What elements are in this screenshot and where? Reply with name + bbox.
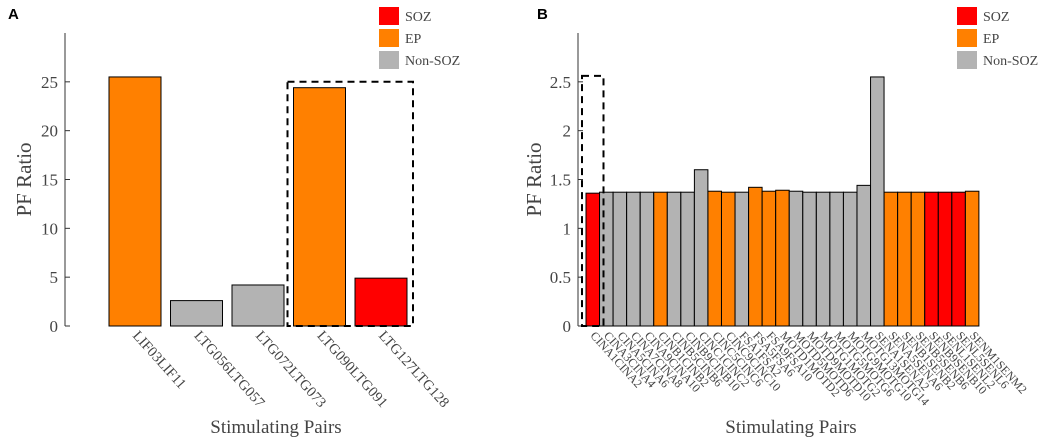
y-tick-label: 1 bbox=[563, 219, 572, 238]
bar-ep bbox=[108, 76, 162, 327]
y-tick-label: 0.5 bbox=[550, 268, 571, 287]
legend-swatch bbox=[379, 7, 399, 25]
bar-non-soz bbox=[680, 191, 695, 327]
y-tick-label: 0 bbox=[50, 317, 59, 336]
bar-ep bbox=[707, 190, 722, 327]
highlight-box bbox=[581, 74, 605, 328]
bar-non-soz bbox=[734, 191, 750, 327]
bar-non-soz bbox=[693, 169, 709, 327]
bar-ep bbox=[293, 87, 346, 327]
y-tick-label: 0 bbox=[563, 317, 572, 336]
bar-non-soz bbox=[856, 184, 871, 327]
y-tick-label: 1.5 bbox=[550, 171, 571, 190]
bar-ep bbox=[910, 191, 926, 327]
bar-soz bbox=[937, 191, 953, 327]
bar-non-soz bbox=[788, 190, 804, 327]
y-tick-label: 2.5 bbox=[550, 73, 571, 92]
bar-non-soz bbox=[870, 76, 885, 327]
bar-non-soz bbox=[815, 191, 831, 327]
y-axis-title: PF Ratio bbox=[522, 142, 546, 216]
x-axis-title: Stimulating Pairs bbox=[725, 417, 856, 438]
legend-label: EP bbox=[983, 32, 1000, 47]
bar-ep bbox=[653, 191, 668, 327]
legend-label: Non-SOZ bbox=[405, 54, 460, 69]
legend-swatch bbox=[379, 51, 399, 69]
legend-label: EP bbox=[405, 32, 422, 47]
y-tick-label: 20 bbox=[41, 122, 58, 141]
bar-ep bbox=[748, 186, 763, 327]
panel-b: 00.511.522.5CINA1CINA2CINA3CINA4CINA5CIN… bbox=[522, 7, 1038, 438]
y-tick-label: 15 bbox=[41, 171, 58, 190]
legend-label: Non-SOZ bbox=[983, 54, 1038, 69]
bar-non-soz bbox=[842, 191, 858, 327]
legend-swatch bbox=[957, 7, 977, 25]
y-tick-label: 2 bbox=[563, 122, 572, 141]
bar-non-soz bbox=[612, 191, 628, 327]
bar-ep bbox=[883, 191, 899, 327]
highlight-box bbox=[286, 80, 414, 328]
bar-non-soz bbox=[829, 191, 844, 327]
bar-ep bbox=[761, 190, 777, 327]
bar-soz bbox=[585, 192, 600, 327]
bar-non-soz bbox=[639, 191, 655, 327]
bar-non-soz bbox=[626, 191, 641, 327]
legend-swatch bbox=[957, 51, 977, 69]
panel-a-letter: A bbox=[8, 6, 19, 23]
bar-soz bbox=[951, 191, 966, 327]
bar-soz bbox=[354, 277, 408, 327]
legend-swatch bbox=[957, 29, 977, 47]
bar-non-soz bbox=[231, 284, 285, 327]
bar-ep bbox=[721, 191, 736, 327]
legend-swatch bbox=[379, 29, 399, 47]
bar-ep bbox=[964, 190, 980, 327]
bar-soz bbox=[924, 191, 939, 327]
panel-b-letter: B bbox=[537, 6, 548, 23]
bar-non-soz bbox=[170, 300, 223, 327]
y-tick-label: 10 bbox=[41, 219, 58, 238]
x-tick-label: LIF03LIF11 bbox=[129, 328, 189, 392]
bar-ep bbox=[775, 189, 790, 327]
bar-non-soz bbox=[802, 191, 817, 327]
legend-label: SOZ bbox=[405, 10, 431, 25]
bar-non-soz bbox=[666, 191, 682, 327]
bar-non-soz bbox=[599, 191, 614, 327]
x-axis-title: Stimulating Pairs bbox=[210, 417, 341, 438]
bar-ep bbox=[897, 191, 912, 327]
y-tick-label: 25 bbox=[41, 73, 58, 92]
y-axis-title: PF Ratio bbox=[12, 142, 36, 216]
legend-label: SOZ bbox=[983, 10, 1009, 25]
y-tick-label: 5 bbox=[50, 268, 59, 287]
